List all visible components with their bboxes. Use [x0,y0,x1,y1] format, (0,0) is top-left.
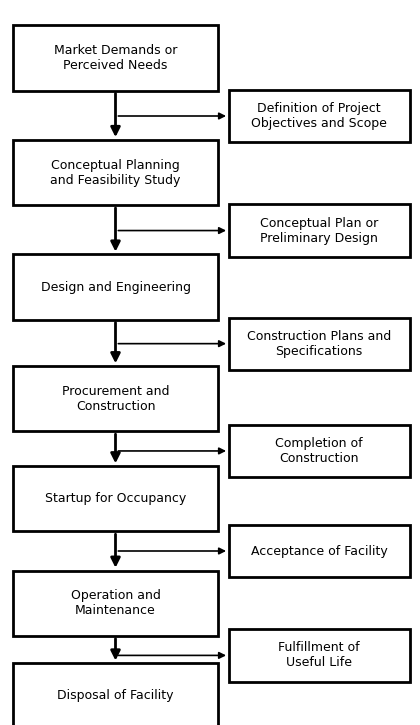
Text: Conceptual Plan or
Preliminary Design: Conceptual Plan or Preliminary Design [260,217,378,244]
Text: Procurement and
Construction: Procurement and Construction [62,385,169,413]
FancyBboxPatch shape [13,466,218,531]
FancyBboxPatch shape [229,204,410,257]
FancyBboxPatch shape [13,254,218,320]
FancyBboxPatch shape [13,366,218,431]
Text: Definition of Project
Objectives and Scope: Definition of Project Objectives and Sco… [251,102,387,130]
Text: Completion of
Construction: Completion of Construction [276,437,363,465]
Text: Fulfillment of
Useful Life: Fulfillment of Useful Life [278,642,360,669]
Text: Disposal of Facility: Disposal of Facility [57,689,174,703]
FancyBboxPatch shape [229,525,410,577]
FancyBboxPatch shape [229,90,410,142]
Text: Acceptance of Facility: Acceptance of Facility [251,544,388,558]
FancyBboxPatch shape [229,425,410,477]
FancyBboxPatch shape [13,663,218,725]
Text: Startup for Occupancy: Startup for Occupancy [45,492,186,505]
Text: Operation and
Maintenance: Operation and Maintenance [71,589,160,617]
Text: Market Demands or
Perceived Needs: Market Demands or Perceived Needs [54,44,177,72]
FancyBboxPatch shape [229,629,410,681]
Text: Construction Plans and
Specifications: Construction Plans and Specifications [247,330,391,357]
FancyBboxPatch shape [13,571,218,636]
FancyBboxPatch shape [229,318,410,370]
Text: Conceptual Planning
and Feasibility Study: Conceptual Planning and Feasibility Stud… [50,159,181,186]
FancyBboxPatch shape [13,25,218,91]
Text: Design and Engineering: Design and Engineering [40,281,191,294]
FancyBboxPatch shape [13,140,218,205]
